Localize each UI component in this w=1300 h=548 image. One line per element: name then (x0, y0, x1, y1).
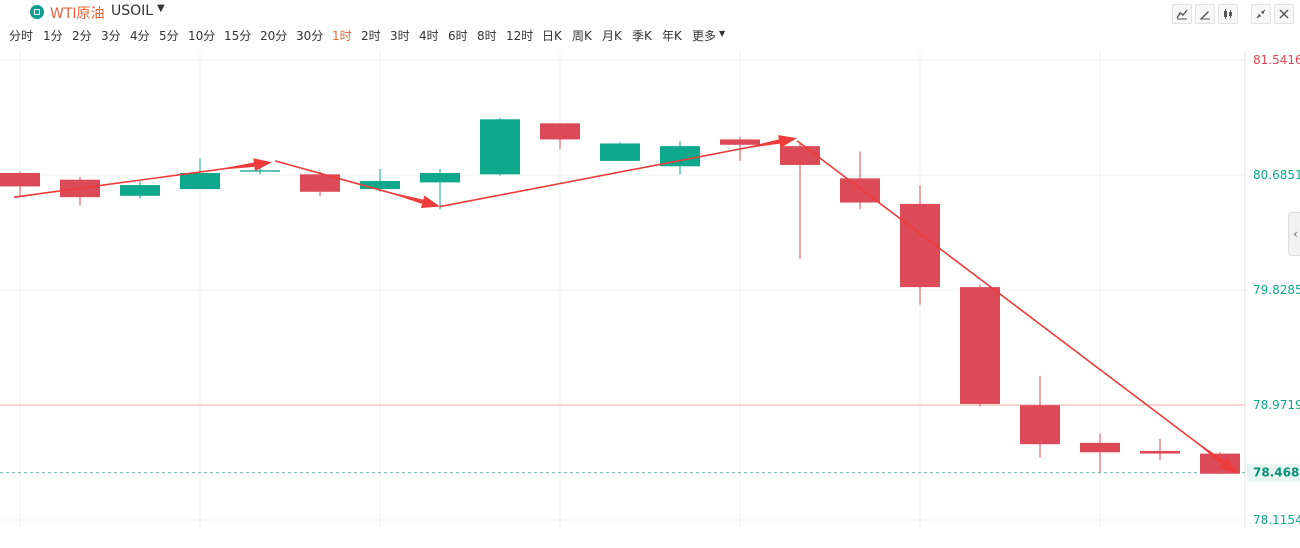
period-tab[interactable]: 30分 (296, 29, 324, 43)
chevron-down-icon[interactable]: ▼ (157, 3, 165, 14)
chevron-left-icon[interactable]: ‹ (1288, 212, 1300, 256)
chevron-down-icon[interactable]: ▼ (719, 29, 726, 38)
symbol-badge-icon (30, 5, 44, 19)
candle-body (600, 143, 640, 161)
draw-pen-icon[interactable] (1195, 4, 1215, 24)
period-tab[interactable]: 20分 (260, 29, 288, 43)
period-tab[interactable]: 3分 (101, 29, 121, 43)
trend-arrow (13, 158, 272, 198)
period-tab[interactable]: 6时 (448, 29, 468, 43)
candle-body (900, 203, 940, 288)
candle-body (120, 185, 160, 196)
trend-arrow-body (212, 162, 255, 171)
candle-body (960, 287, 1000, 404)
symbol-code[interactable]: USOIL (111, 3, 154, 19)
candlestick-icon[interactable] (1218, 4, 1238, 24)
y-tick-label: 78.9719 (1253, 398, 1300, 412)
y-tick-label: 79.8285 (1253, 283, 1300, 297)
trend-arrow-body (382, 190, 424, 204)
period-tab[interactable]: 12时 (506, 29, 534, 43)
symbol-header: WTI原油 USOIL ▼ (0, 0, 1300, 24)
y-tick-label: 80.6851 (1253, 168, 1300, 182)
trend-arrow (274, 160, 440, 209)
candle-body (480, 119, 520, 175)
period-tab[interactable]: 年K (662, 29, 682, 43)
candle-body (660, 146, 700, 167)
period-tab[interactable]: 季K (632, 29, 652, 43)
symbol-name[interactable]: WTI原油 (50, 6, 105, 22)
close-icon[interactable] (1274, 4, 1294, 24)
period-tab[interactable]: 5分 (159, 29, 179, 43)
trend-arrow-head (253, 158, 272, 172)
trend-arrow-shaft (796, 140, 1225, 464)
period-tab[interactable]: 月K (602, 29, 622, 43)
candle-body (1080, 442, 1120, 453)
candlestick-chart[interactable]: 81.5416 80.6851 79.8285 78.9719 78.1154 78.46… (0, 50, 1300, 548)
candle-body (180, 172, 220, 190)
trend-arrow-body (738, 139, 780, 150)
trend-arrow-head (1219, 457, 1238, 474)
period-tab[interactable]: 2分 (72, 29, 92, 43)
current-price-label: 78.4680 (1253, 466, 1300, 480)
candle-body (1020, 405, 1060, 445)
candle-body (540, 123, 580, 140)
period-tab[interactable]: 10分 (188, 29, 216, 43)
period-tab[interactable]: 3时 (390, 29, 410, 43)
period-tab[interactable]: 分时 (9, 29, 34, 43)
current-price-badge (1247, 463, 1300, 482)
candle-body (1140, 450, 1180, 454)
period-tab[interactable]: 日K (542, 29, 562, 43)
period-tab[interactable]: 8时 (477, 29, 497, 43)
candle-body (780, 146, 820, 165)
period-tab[interactable]: 15分 (224, 29, 252, 43)
trend-arrow-body (1190, 437, 1225, 465)
candle-body (300, 174, 340, 192)
candle-body (0, 172, 40, 187)
y-tick-label: 81.5416 (1253, 53, 1300, 67)
candle-body (360, 181, 400, 190)
collapse-icon[interactable] (1251, 4, 1271, 24)
period-tab[interactable]: 4时 (419, 29, 439, 43)
trend-arrow-head (420, 195, 440, 209)
candle-body (420, 172, 460, 183)
trend-arrow (439, 135, 797, 208)
period-tab[interactable]: 2时 (361, 29, 381, 43)
trend-arrow-shaft (439, 140, 780, 208)
period-tab[interactable]: 4分 (130, 29, 150, 43)
more-periods[interactable]: 更多 (692, 29, 717, 43)
candle-body (720, 139, 760, 145)
trend-arrow (796, 140, 1238, 474)
y-tick-label: 78.1154 (1253, 513, 1300, 527)
period-tab[interactable]: 1分 (43, 29, 63, 43)
period-tab-active[interactable]: 1时 (332, 29, 352, 43)
period-tab[interactable]: 周K (572, 29, 592, 43)
line-chart-icon[interactable] (1172, 4, 1192, 24)
candle-body (240, 170, 280, 172)
trend-arrow-head (778, 135, 797, 148)
